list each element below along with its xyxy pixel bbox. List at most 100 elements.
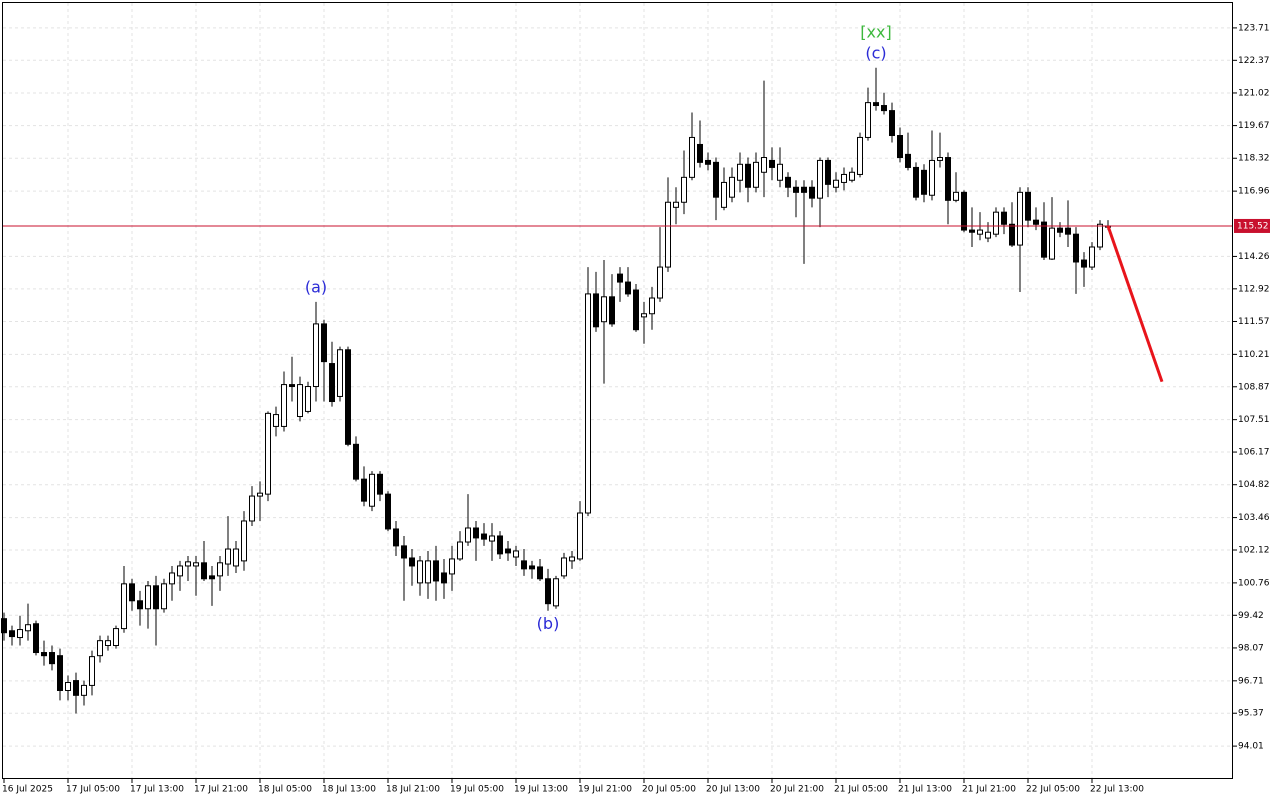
candle-body (553, 578, 559, 607)
candle-body (481, 533, 487, 540)
candle-body (977, 229, 983, 235)
x-tick-label: 22 Jul 05:00 (1026, 785, 1080, 795)
x-tick-label: 18 Jul 21:00 (386, 785, 440, 795)
candle-body (273, 414, 279, 427)
candle-body (25, 624, 31, 632)
y-tick-label: 103.46 (1238, 513, 1270, 523)
candle-body (353, 443, 359, 480)
x-tick-label: 19 Jul 21:00 (578, 785, 632, 795)
y-tick-label: 110.21 (1238, 350, 1270, 360)
candle-body (1057, 227, 1063, 233)
candle-body (441, 572, 447, 584)
candle-body (33, 623, 39, 654)
candle-body (513, 550, 519, 558)
y-tick-label: 114.26 (1238, 252, 1270, 262)
y-tick-label: 123.71 (1238, 23, 1270, 33)
y-tick-label: 112.92 (1238, 284, 1270, 294)
candle-body (401, 545, 407, 559)
candle-body (457, 541, 463, 560)
y-tick-label: 94.01 (1238, 742, 1264, 752)
candle-body (753, 161, 759, 188)
candle-body (153, 585, 159, 610)
candle-body (233, 548, 239, 567)
candle-body (841, 173, 847, 183)
candle-body (585, 293, 591, 514)
candle-body (177, 565, 183, 577)
x-tick-label: 20 Jul 21:00 (770, 785, 824, 795)
plot-frame (2, 2, 1233, 779)
candle-body (537, 566, 543, 580)
wave-label: (a) (305, 277, 327, 296)
candle-body (873, 102, 879, 107)
candle-body (529, 565, 535, 570)
candle-body (737, 163, 743, 181)
candle-body (721, 181, 727, 208)
y-tick-label: 100.76 (1238, 578, 1270, 588)
candle-body (777, 163, 783, 181)
candle-body (849, 171, 855, 181)
candle-body (289, 384, 295, 388)
x-tick-label: 18 Jul 13:00 (322, 785, 376, 795)
candle-body (609, 296, 615, 325)
candle-body (833, 179, 839, 188)
y-tick-label: 96.71 (1238, 676, 1264, 686)
candle-body (257, 492, 263, 497)
x-tick-label: 19 Jul 13:00 (514, 785, 568, 795)
y-tick-label: 111.57 (1238, 317, 1270, 327)
x-tick-label: 20 Jul 13:00 (706, 785, 760, 795)
y-tick-label: 121.02 (1238, 88, 1270, 98)
candle-body (209, 575, 215, 580)
candle-body (1, 618, 7, 634)
candle-body (473, 527, 479, 539)
candle-body (1001, 211, 1007, 225)
candle-body (673, 201, 679, 208)
candle-body (881, 105, 887, 112)
y-tick-label: 119.67 (1238, 121, 1270, 131)
candle-body (1097, 223, 1103, 248)
candle-body (105, 640, 111, 647)
candle-body (649, 297, 655, 315)
candle-body (449, 558, 455, 575)
candle-body (825, 159, 831, 185)
candle-body (129, 583, 135, 602)
forecast-line (1106, 225, 1164, 383)
candle-body (801, 186, 807, 193)
candle-body (41, 652, 47, 657)
candle-body (705, 159, 711, 165)
price-label-box (1234, 218, 1270, 233)
candle-body (729, 176, 735, 198)
candle-body (889, 110, 895, 137)
candle-body (857, 136, 863, 175)
candle-body (593, 293, 599, 328)
x-tick-label: 17 Jul 13:00 (130, 785, 184, 795)
candle-body (1017, 191, 1023, 246)
candle-body (497, 535, 503, 555)
candle-body (601, 296, 607, 323)
candle-body (761, 157, 767, 173)
candle-body (1065, 227, 1071, 235)
candle-body (433, 560, 439, 582)
x-tick-label: 19 Jul 05:00 (450, 785, 504, 795)
candle-body (137, 600, 143, 610)
wave-label: (c) (865, 43, 886, 62)
y-tick-label: 95.37 (1238, 709, 1264, 719)
x-tick-label: 22 Jul 13:00 (1090, 785, 1144, 795)
grid (3, 3, 1233, 779)
candle-body (937, 157, 943, 161)
x-tick-label: 18 Jul 05:00 (258, 785, 312, 795)
candle-body (969, 229, 975, 233)
candle-body (1041, 221, 1047, 258)
y-tick-label: 102.12 (1238, 545, 1270, 555)
y-tick-label: 116.96 (1238, 187, 1270, 197)
candle-body (569, 556, 575, 562)
candle-body (337, 349, 343, 397)
candle-body (953, 191, 959, 201)
candle-body (985, 231, 991, 239)
candle-body (641, 313, 647, 318)
candle-body (689, 136, 695, 178)
candle-body (89, 656, 95, 686)
x-tick-label: 21 Jul 13:00 (898, 785, 952, 795)
candle-body (393, 528, 399, 547)
candle-body (905, 153, 911, 168)
